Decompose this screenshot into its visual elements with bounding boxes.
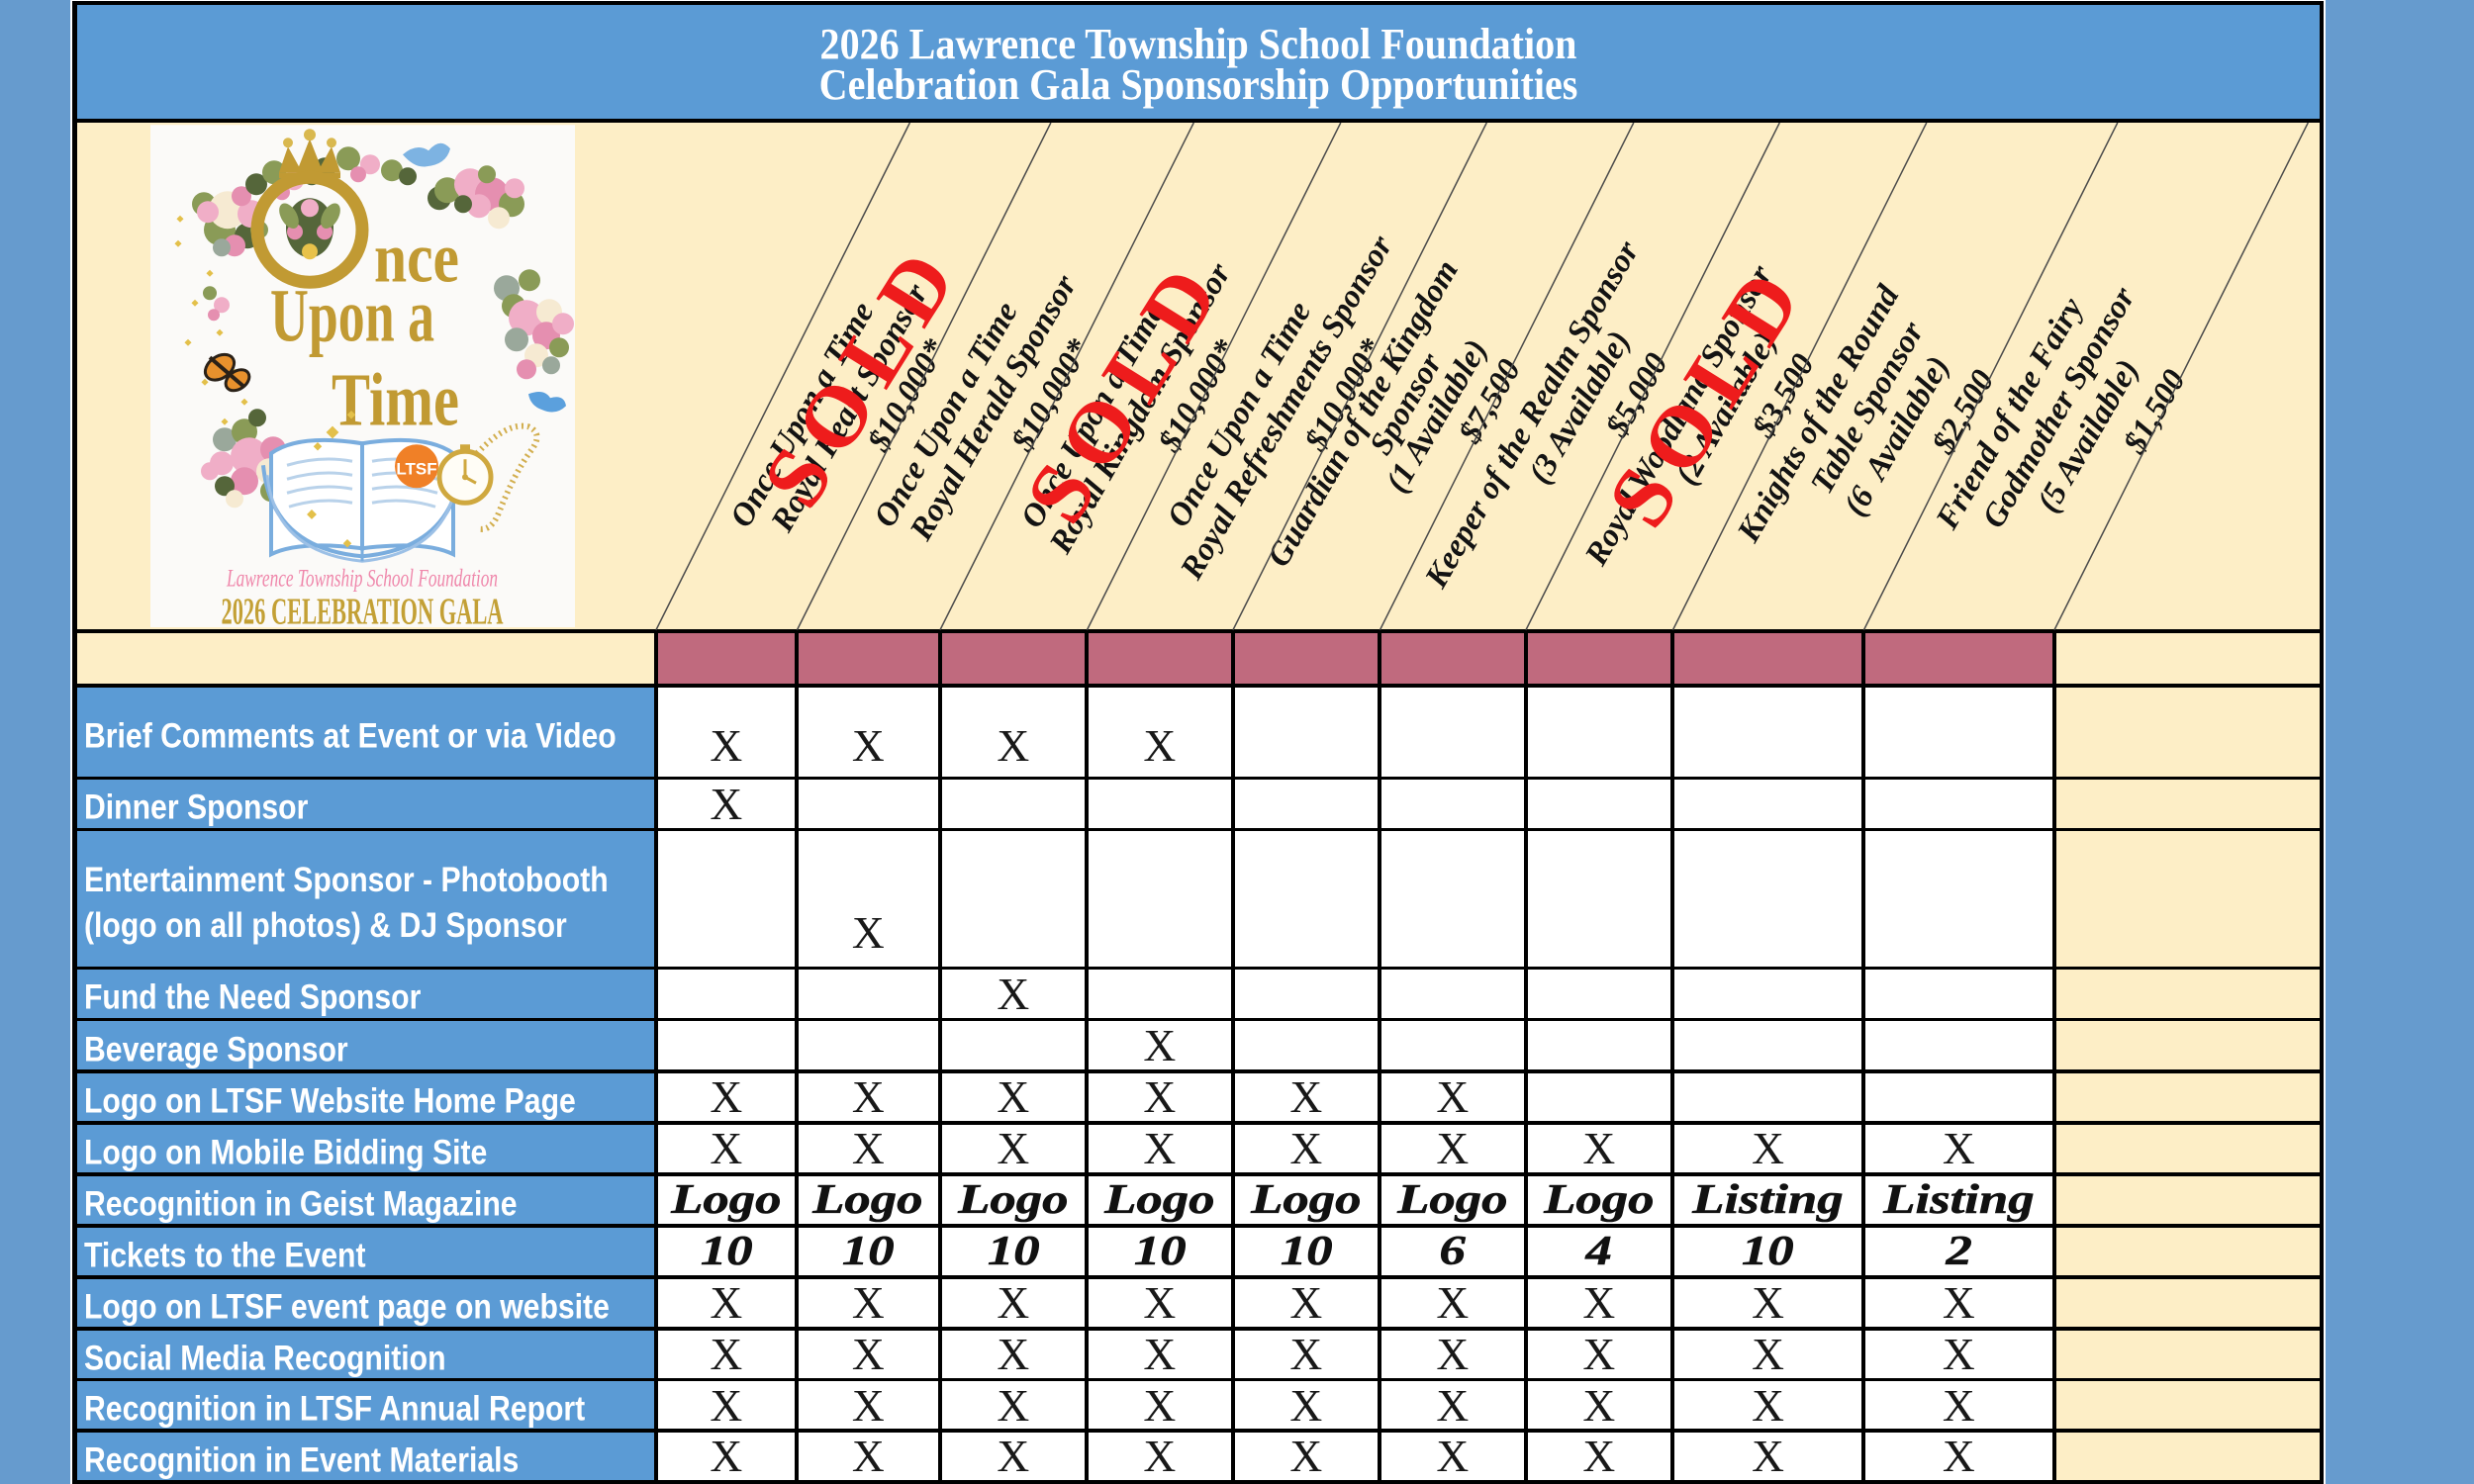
svg-text:LTSF: LTSF bbox=[396, 459, 436, 478]
svg-text:Time: Time bbox=[332, 358, 459, 441]
svg-text:nce: nce bbox=[374, 218, 459, 297]
svg-text:Upon a: Upon a bbox=[270, 274, 434, 357]
svg-text:2026 CELEBRATION GALA: 2026 CELEBRATION GALA bbox=[222, 591, 504, 627]
svg-text:Lawrence Township School Found: Lawrence Township School Foundation bbox=[226, 565, 498, 592]
